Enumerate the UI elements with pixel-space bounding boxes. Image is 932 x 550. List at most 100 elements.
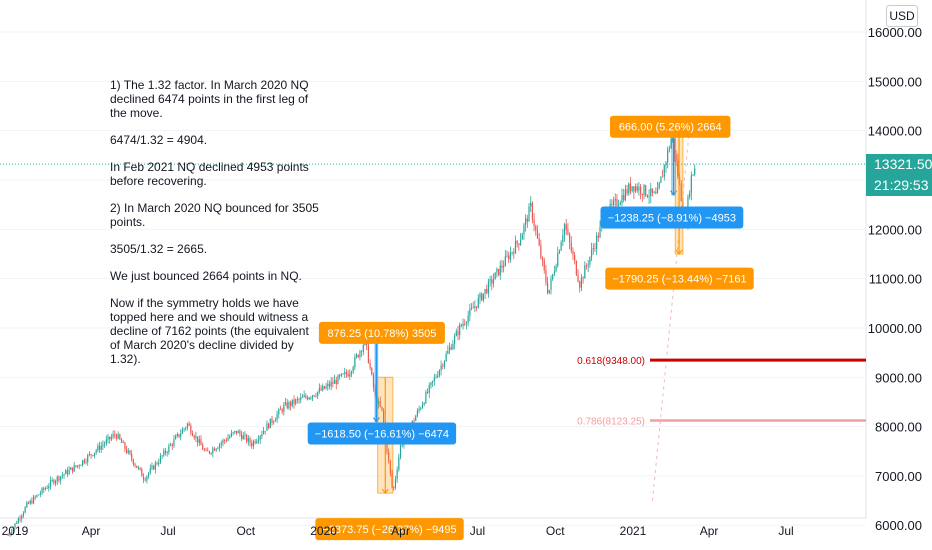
time-axis[interactable]: 2019 Apr Jul Oct 2020 Apr Jul Oct 2021 Apr Jul: [2, 524, 794, 538]
y-tick-label: 16000.00: [868, 25, 922, 40]
candle-body: [653, 192, 655, 193]
candle-body: [325, 386, 327, 389]
candle-body: [71, 467, 74, 472]
candle-body: [572, 251, 574, 256]
candle-body: [359, 351, 361, 358]
candle-body: [53, 480, 55, 484]
candle-body: [176, 434, 178, 437]
candle-body: [352, 367, 354, 372]
measurement-label-box[interactable]: [609, 115, 731, 138]
candle-body: [425, 392, 427, 404]
candle-body: [163, 450, 165, 456]
candle-body: [242, 435, 244, 440]
candle-body: [283, 404, 285, 412]
candle-body: [102, 444, 104, 446]
candle-body: [286, 402, 288, 408]
candle-body: [210, 453, 212, 454]
candle-body: [203, 449, 205, 451]
candle-body: [470, 307, 473, 309]
candle-body: [17, 518, 19, 524]
candle-body: [224, 440, 226, 441]
candle-body: [562, 235, 564, 243]
candle-body: [49, 480, 52, 487]
candle-body: [501, 265, 503, 268]
candle-body: [200, 439, 202, 446]
candle-body: [7, 535, 9, 536]
candle-body: [347, 374, 349, 377]
x-tick-label: Apr: [391, 524, 410, 538]
note-line: 1) The 1.32 factor. In March 2020 NQ dec…: [110, 78, 309, 120]
candle-body: [514, 241, 517, 254]
candle-body: [482, 293, 484, 301]
candle-body: [262, 430, 265, 435]
analysis-text-note[interactable]: 1) The 1.32 factor. In March 2020 NQ dec…: [110, 78, 320, 379]
candle-body: [640, 186, 642, 194]
measurement-label-box[interactable]: [315, 518, 464, 541]
candle-body: [56, 476, 58, 482]
candle-body: [149, 468, 151, 474]
candle-body: [661, 176, 664, 178]
candle-body: [105, 439, 107, 444]
candle-body: [619, 202, 621, 205]
candle-body: [78, 465, 80, 467]
candle-body: [225, 440, 227, 442]
candle-body: [401, 445, 403, 447]
candle-body: [548, 289, 550, 294]
candle-body: [349, 373, 351, 377]
candle-body: [26, 502, 28, 508]
x-tick-label: 2019: [2, 524, 29, 538]
candle-body: [63, 474, 65, 476]
candle-body: [227, 437, 229, 441]
price-axis[interactable]: 6000.00 7000.00 8000.00 9000.00 10000.00 1100…: [868, 25, 922, 533]
x-tick-label: 2020: [310, 524, 337, 538]
measurement-label-box[interactable]: [600, 206, 744, 229]
candle-body: [388, 451, 390, 461]
candle-body: [303, 395, 305, 398]
candle-body: [136, 465, 138, 468]
candle-body: [442, 365, 444, 367]
note-line: Now if the symmetry holds we have topped…: [110, 296, 309, 366]
currency-button[interactable]: USD: [886, 5, 918, 27]
candle-body: [54, 481, 57, 484]
candle-body: [437, 375, 439, 377]
candle-body: [538, 238, 540, 246]
measurement-label-box[interactable]: [318, 321, 445, 344]
candle-body: [87, 455, 89, 462]
candle-body: [472, 307, 474, 309]
candle-body: [92, 455, 94, 456]
candle-body: [301, 397, 304, 398]
x-tick-label: Oct: [236, 524, 255, 538]
candle-body: [673, 138, 676, 156]
candle-body: [281, 409, 283, 412]
fib-level-label: 0.786(8123.25): [577, 416, 645, 427]
candle-body: [244, 434, 246, 436]
candle-body: [675, 155, 677, 161]
candle-body: [643, 185, 645, 196]
candle-body: [460, 324, 462, 326]
candle-body: [477, 298, 479, 308]
candle-body: [190, 425, 192, 434]
candle-body: [215, 448, 217, 451]
candle-body: [51, 480, 53, 481]
candle-body: [584, 265, 586, 279]
candle-body: [413, 420, 415, 422]
candle-body: [29, 500, 31, 504]
measurement-label-box[interactable]: [605, 267, 754, 290]
candle-body: [552, 274, 554, 280]
measurement-label-box[interactable]: [307, 422, 457, 445]
candle-body: [658, 182, 660, 189]
candle-body: [467, 315, 469, 323]
candle-body: [599, 226, 601, 238]
candle-body: [161, 455, 163, 457]
y-tick-label: 11000.00: [869, 272, 922, 287]
candle-body: [481, 293, 483, 301]
candle-body: [110, 437, 112, 440]
candle-body: [379, 400, 381, 407]
candle-body: [158, 462, 160, 464]
candle-body: [269, 418, 271, 429]
candle-body: [516, 241, 518, 244]
candle-body: [636, 186, 638, 191]
candle-body: [36, 494, 38, 497]
candle-body: [12, 527, 14, 533]
